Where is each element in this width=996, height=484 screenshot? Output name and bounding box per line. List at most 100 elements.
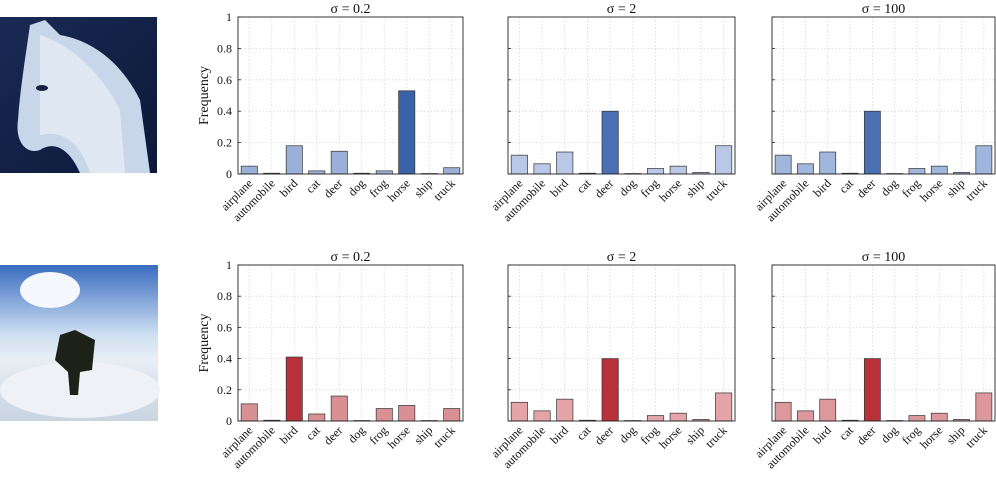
bar xyxy=(908,168,926,175)
plot-area xyxy=(772,17,995,174)
x-tick-label: ship xyxy=(411,423,435,447)
axes-frame xyxy=(507,16,736,175)
y-tick-label: 0.8 xyxy=(217,289,232,303)
bar xyxy=(819,398,837,422)
bar xyxy=(510,401,528,422)
x-tick-label: ship xyxy=(683,176,707,200)
bar xyxy=(330,150,348,175)
bar xyxy=(975,392,993,422)
chart-title: σ = 100 xyxy=(862,2,905,17)
axes-frame xyxy=(771,264,996,422)
x-tick-label: deer xyxy=(592,423,617,448)
x-tick-label: bird xyxy=(277,176,301,200)
axes-frame xyxy=(237,264,464,422)
plot-area xyxy=(508,17,735,174)
bar xyxy=(863,110,881,175)
x-tick-label: bird xyxy=(810,423,834,447)
x-tick-label: truck xyxy=(702,176,729,203)
x-tick-label: deer xyxy=(854,423,879,448)
bar xyxy=(308,413,326,422)
x-tick-label: cat xyxy=(303,423,323,443)
bar xyxy=(819,151,837,175)
x-tick-label: deer xyxy=(321,176,346,201)
bar xyxy=(601,110,619,175)
y-tick-label: 0.4 xyxy=(217,104,232,118)
chart-title: σ = 0.2 xyxy=(331,2,371,17)
x-tick-label: horse xyxy=(385,176,413,204)
x-tick-label: bird xyxy=(810,176,834,200)
bar xyxy=(240,165,258,175)
rider-image xyxy=(0,265,160,421)
x-tick-label: deer xyxy=(592,176,617,201)
bar xyxy=(330,395,348,422)
x-tick-label: dog xyxy=(345,176,368,199)
x-tick-label: cat xyxy=(836,176,856,196)
bar xyxy=(375,170,393,175)
x-tick-label: ship xyxy=(944,176,968,200)
y-axis-label: Frequency xyxy=(197,66,212,125)
x-tick-label: deer xyxy=(321,423,346,448)
chart-title: σ = 0.2 xyxy=(331,250,371,265)
x-tick-label: cat xyxy=(574,176,594,196)
bar xyxy=(285,356,303,422)
bar xyxy=(556,398,574,422)
y-tick-label: 0.6 xyxy=(217,73,232,87)
x-tick-label: dog xyxy=(616,423,639,446)
x-tick-label: bird xyxy=(277,423,301,447)
bar xyxy=(240,403,258,422)
x-tick-label: truck xyxy=(963,423,990,450)
bar xyxy=(510,154,528,175)
x-tick-label: dog xyxy=(878,176,901,199)
bar xyxy=(308,170,326,175)
axes-frame xyxy=(507,264,736,422)
x-tick-label: horse xyxy=(385,423,413,451)
axes-frame xyxy=(771,16,996,175)
chart-title: σ = 2 xyxy=(607,250,636,265)
x-tick-label: horse xyxy=(656,176,684,204)
x-tick-label: dog xyxy=(878,423,901,446)
bar xyxy=(601,358,619,422)
y-tick-label: 0.6 xyxy=(217,320,232,334)
bar xyxy=(443,167,461,175)
bar xyxy=(375,408,393,422)
bar xyxy=(908,415,926,422)
plot-area xyxy=(238,17,463,174)
bar xyxy=(669,165,687,175)
axes-frame xyxy=(237,16,464,175)
x-tick-label: deer xyxy=(854,176,879,201)
x-tick-label: horse xyxy=(656,423,684,451)
bar xyxy=(647,415,665,422)
x-tick-label: bird xyxy=(547,176,571,200)
x-tick-label: dog xyxy=(345,423,368,446)
bar xyxy=(774,154,792,175)
x-tick-label: ship xyxy=(944,423,968,447)
bar xyxy=(797,163,814,175)
plot-area xyxy=(772,265,995,421)
chart-title: σ = 2 xyxy=(607,2,636,17)
bar xyxy=(715,392,733,422)
x-tick-label: ship xyxy=(411,176,435,200)
x-tick-label: bird xyxy=(547,423,571,447)
x-tick-label: truck xyxy=(702,423,729,450)
bar xyxy=(556,151,574,175)
bar xyxy=(863,358,881,422)
bar xyxy=(647,168,665,175)
x-tick-label: horse xyxy=(917,423,945,451)
y-tick-label: 0 xyxy=(226,167,232,181)
x-tick-label: dog xyxy=(616,176,639,199)
chart-title: σ = 100 xyxy=(862,250,905,265)
y-tick-label: 0.2 xyxy=(217,136,232,150)
bar xyxy=(774,401,792,422)
bar xyxy=(975,145,993,175)
y-tick-label: 0.2 xyxy=(217,383,232,397)
horse-image xyxy=(0,17,157,173)
y-tick-label: 0.4 xyxy=(217,352,232,366)
bar xyxy=(715,145,733,175)
